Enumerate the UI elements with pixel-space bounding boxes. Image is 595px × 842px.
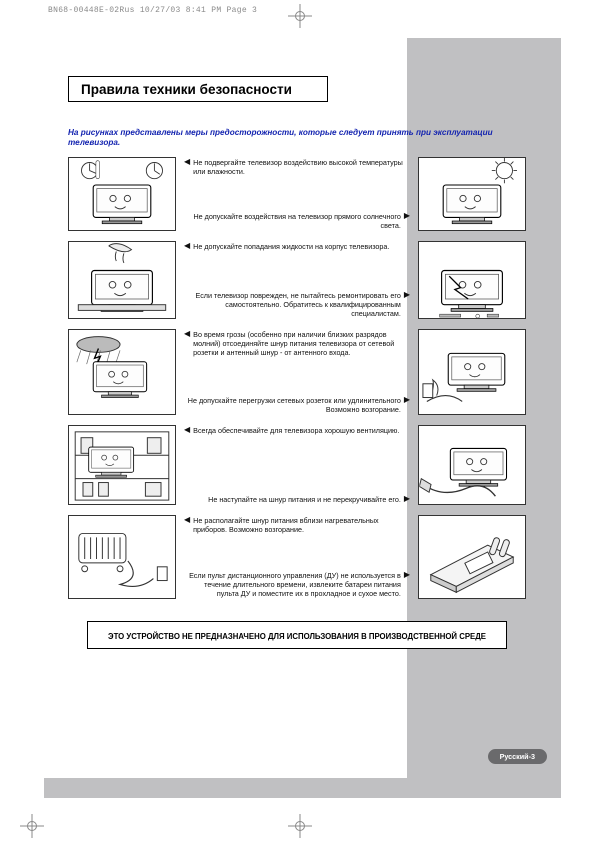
registration-mark-icon [20,814,44,838]
cord-step-icon [418,425,526,505]
note-text: Не располагайте шнур питания вблизи нагр… [193,516,410,534]
arrow-right-icon: ▶ [404,396,410,414]
note-text: Всегда обеспечивайте для телевизора хоро… [193,426,399,435]
registration-mark-icon [288,814,312,838]
arrow-left-icon: ◀ [184,158,190,176]
note-text: Не подвергайте телевизор воздействию выс… [193,158,410,176]
note-column: ◀Не допускайте попадания жидкости на кор… [184,241,410,319]
page-title-box: Правила техники безопасности [68,76,328,102]
safety-rows: ◀Не подвергайте телевизор воздействию вы… [68,157,526,599]
tv-plain-icon [68,157,176,231]
safety-note-right: Если телевизор поврежден, не пытайтесь р… [184,291,410,318]
plug-fire-icon [418,329,526,415]
tv-crack-icon [418,241,526,319]
print-header: BN68-00448E-02Rus 10/27/03 8:41 PM Page … [48,6,257,15]
safety-note-left: ◀Не располагайте шнур питания вблизи наг… [184,516,410,534]
arrow-right-icon: ▶ [404,212,410,230]
note-column: ◀Не располагайте шнур питания вблизи наг… [184,515,410,599]
safety-row: ◀Не допускайте попадания жидкости на кор… [68,241,526,319]
safety-note-right: Не допускайте перегрузки сетевых розеток… [184,396,410,414]
note-text: Не наступайте на шнур питания и не перек… [208,495,401,504]
tv-storm-icon [68,329,176,415]
note-text: Не допускайте попадания жидкости на корп… [193,242,389,251]
note-text: Если пульт дистанционного управления (ДУ… [184,571,401,598]
decorative-band-bottom [44,778,554,798]
safety-row: ◀Не подвергайте телевизор воздействию вы… [68,157,526,231]
arrow-right-icon: ▶ [404,291,410,318]
page-content: Правила техники безопасности На рисунках… [68,76,526,649]
safety-note-left: ◀Во время грозы (особенно при наличии бл… [184,330,410,357]
arrow-right-icon: ▶ [404,571,410,598]
safety-note-left: ◀Всегда обеспечивайте для телевизора хор… [184,426,410,435]
page-title: Правила техники безопасности [81,82,315,97]
tv-sun-icon [418,157,526,231]
note-text: Во время грозы (особенно при наличии бли… [193,330,410,357]
note-column: ◀Не подвергайте телевизор воздействию вы… [184,157,410,231]
remote-icon [418,515,526,599]
arrow-left-icon: ◀ [184,426,190,435]
arrow-left-icon: ◀ [184,516,190,534]
note-text: Не допускайте перегрузки сетевых розеток… [184,396,401,414]
arrow-right-icon: ▶ [404,495,410,504]
tv-drip-icon [68,241,176,319]
notice-text: ЭТО УСТРОЙСТВО НЕ ПРЕДНАЗНАЧЕНО ДЛЯ ИСПО… [108,632,486,641]
safety-note-left: ◀Не подвергайте телевизор воздействию вы… [184,158,410,176]
note-column: ◀Всегда обеспечивайте для телевизора хор… [184,425,410,505]
safety-note-right: Если пульт дистанционного управления (ДУ… [184,571,410,598]
safety-note-right: Не допускайте воздействия на телевизор п… [184,212,410,230]
note-text: Не допускайте воздействия на телевизор п… [184,212,401,230]
safety-note-left: ◀Не допускайте попадания жидкости на кор… [184,242,410,251]
safety-row: ◀Всегда обеспечивайте для телевизора хор… [68,425,526,505]
safety-row: ◀Не располагайте шнур питания вблизи наг… [68,515,526,599]
safety-note-right: Не наступайте на шнур питания и не перек… [184,495,410,504]
notice-box: ЭТО УСТРОЙСТВО НЕ ПРЕДНАЗНАЧЕНО ДЛЯ ИСПО… [87,621,507,649]
tv-shelf-icon [68,425,176,505]
safety-row: ◀Во время грозы (особенно при наличии бл… [68,329,526,415]
note-column: ◀Во время грозы (особенно при наличии бл… [184,329,410,415]
arrow-left-icon: ◀ [184,242,190,251]
registration-mark-icon [288,4,312,28]
heater-cord-icon [68,515,176,599]
page-number-tab: Русский-3 [488,749,547,764]
arrow-left-icon: ◀ [184,330,190,357]
note-text: Если телевизор поврежден, не пытайтесь р… [184,291,401,318]
intro-text: На рисунках представлены меры предосторо… [68,128,526,149]
